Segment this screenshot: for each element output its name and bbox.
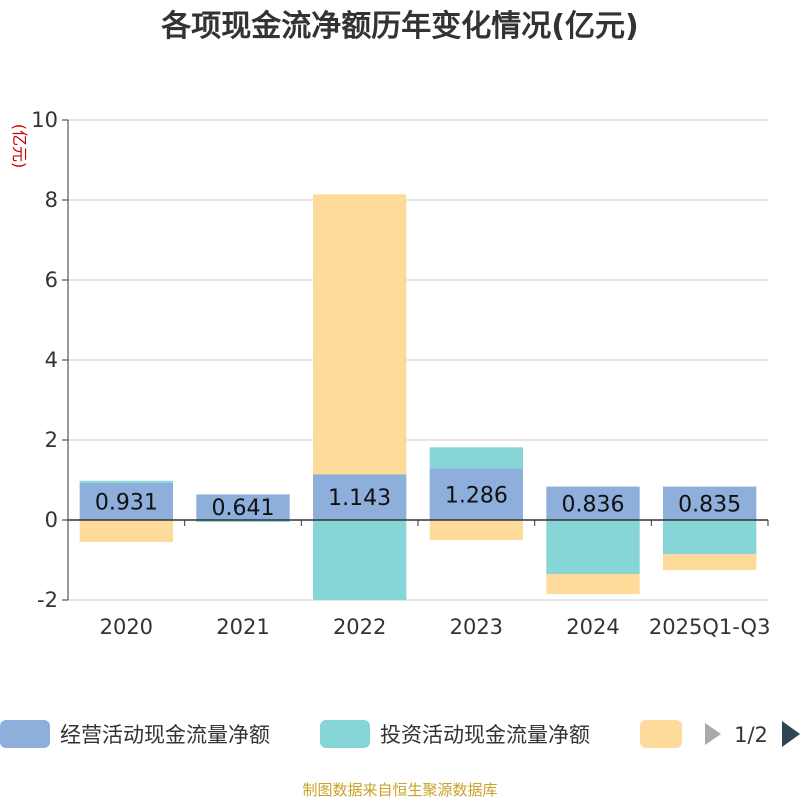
y-tick-label-6: 6: [45, 268, 58, 292]
bar-s2-2024: [546, 574, 640, 594]
bar-s2-2022: [313, 194, 407, 475]
data-label-2021: 0.641: [212, 496, 275, 521]
legend: 经营活动现金流量净额 投资活动现金流量净额 1/2: [0, 720, 800, 748]
legend-page-indicator: 1/2: [734, 723, 768, 747]
legend-swatch-operating: [0, 720, 50, 748]
bar-s1-2023: [429, 447, 523, 469]
data-label-2023: 1.286: [445, 483, 508, 508]
legend-item-financing[interactable]: [640, 720, 682, 748]
data-label-2022: 1.143: [328, 486, 391, 511]
axes: -2 0 2 4 6 8 10 2020 2021 2022 2023 2024 2025Q1-Q3: [31, 108, 770, 639]
legend-swatch-investing: [320, 720, 370, 748]
x-tick-label-2020: 2020: [100, 615, 153, 639]
legend-next-arrow-icon[interactable]: [782, 721, 800, 747]
bar-s1-2020: [79, 480, 173, 483]
x-tick-label-2023: 2023: [450, 615, 503, 639]
x-tick-label-2025Q1-Q3: 2025Q1-Q3: [649, 615, 771, 639]
y-tick-label-4: 4: [45, 348, 58, 372]
y-tick-label-10: 10: [31, 108, 58, 132]
legend-prev-arrow-icon[interactable]: [705, 723, 721, 745]
y-tick-label-0: 0: [45, 508, 58, 532]
y-tick-label--2: -2: [37, 588, 58, 612]
legend-item-investing[interactable]: 投资活动现金流量净额: [320, 720, 590, 748]
bar-s0-2025Q1-Q3: [663, 486, 757, 520]
bar-s0-2020: [79, 482, 173, 520]
x-tick-label-2024: 2024: [566, 615, 619, 639]
bar-s2-2025Q1-Q3: [663, 554, 757, 570]
x-tick-label-2021: 2021: [216, 615, 269, 639]
data-label-2020: 0.931: [95, 490, 158, 515]
legend-item-operating[interactable]: 经营活动现金流量净额: [0, 720, 270, 748]
bars: [79, 194, 757, 600]
data-labels: 0.931 0.641 1.143 1.286 0.836 0.835: [95, 483, 741, 521]
y-axis-unit: (亿元): [10, 124, 29, 169]
bar-s1-2024: [546, 520, 640, 574]
bar-s2-2020: [79, 520, 173, 542]
bar-s2-2023: [429, 520, 523, 540]
legend-swatch-financing: [640, 720, 682, 748]
bar-s1-2022: [313, 520, 407, 600]
y-tick-label-8: 8: [45, 188, 58, 212]
y-tick-label-2: 2: [45, 428, 58, 452]
bar-s0-2022: [313, 474, 407, 520]
data-label-2024: 0.836: [562, 492, 625, 517]
x-tick-label-2022: 2022: [333, 615, 386, 639]
bar-s0-2021: [196, 494, 290, 520]
bar-s0-2023: [429, 468, 523, 520]
source-note: 制图数据来自恒生聚源数据库: [302, 781, 497, 799]
bar-s1-2021: [196, 520, 290, 522]
legend-label-investing: 投资活动现金流量净额: [380, 723, 590, 747]
bar-s0-2024: [546, 486, 640, 520]
bar-s1-2025Q1-Q3: [663, 520, 757, 554]
legend-label-operating: 经营活动现金流量净额: [60, 723, 270, 747]
chart-title: 各项现金流净额历年变化情况(亿元): [160, 9, 638, 44]
data-label-2025Q1-Q3: 0.835: [678, 492, 741, 517]
